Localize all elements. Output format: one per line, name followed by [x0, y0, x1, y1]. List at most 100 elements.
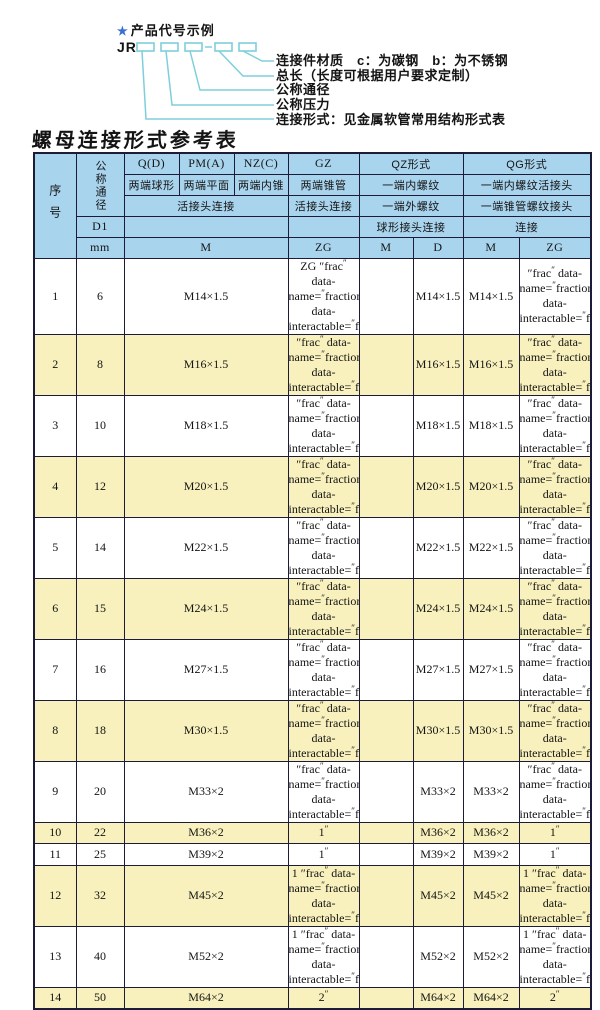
- cell-qg-m: M52×2: [462, 925, 520, 988]
- cell-qg-m: M27×1.5: [462, 638, 520, 701]
- inch-mark: ″: [551, 517, 555, 527]
- cell-qg-zg: ″frac″ data-name=″fraction″ data-interac…: [518, 516, 592, 579]
- inch-mark: ″: [552, 775, 557, 786]
- header-pm-sub: 两端平面: [178, 173, 235, 196]
- inch-mark: ″: [551, 456, 555, 466]
- inch-mark: ″: [582, 310, 586, 320]
- cell-m: M27×1.5: [123, 638, 289, 701]
- cell-mm: 25: [75, 843, 125, 866]
- inch-mark: ″: [552, 592, 557, 603]
- cell-qg-zg: ″frac″ data-name=″fraction″ data-interac…: [518, 760, 592, 823]
- cell-gz: ″frac″ data-name=″fraction″ data-interac…: [287, 333, 360, 396]
- cell-m: M39×2: [123, 843, 289, 866]
- cell-mm: 8: [75, 333, 125, 396]
- cell-seq: 3: [33, 394, 77, 457]
- inch-mark: ″: [321, 714, 326, 725]
- cell-qg-zg: ″frac″ data-name=″fraction″ data-interac…: [518, 394, 592, 457]
- header-qz-sub1: 一端内螺纹: [358, 173, 464, 196]
- inch-mark: ″: [319, 395, 324, 405]
- inch-mark: ″: [300, 926, 306, 941]
- lead-line-2: [165, 50, 274, 106]
- cell-qz-m: [358, 925, 414, 988]
- inch-mark: ″: [582, 622, 586, 633]
- inch-mark: ″: [527, 395, 533, 410]
- cell-qg-m: M22×1.5: [462, 516, 520, 579]
- cell-qz-m: [358, 577, 414, 640]
- inch-mark: ″: [582, 744, 586, 755]
- cell-seq: 8: [33, 699, 77, 762]
- inch-mark: ″: [582, 909, 586, 920]
- cell-qg-zg: 1 ″frac″ data-name=″fraction″ data-inter…: [518, 864, 592, 927]
- inch-mark: ″: [552, 653, 557, 664]
- header-mm: mm: [75, 236, 125, 259]
- inch-mark: ″: [321, 470, 326, 481]
- header-q: Q(D): [123, 152, 180, 175]
- inch-mark: ″: [351, 683, 355, 694]
- inch-mark: ″: [351, 622, 355, 633]
- table-row: 11 25 M39×2 1″ M39×2 M39×2 1″: [33, 843, 592, 866]
- diagram-label-conn-form: 连接形式：见金属软管常用结构形式表: [276, 111, 506, 127]
- inch-mark: ″: [296, 395, 302, 410]
- code-box-1: [136, 42, 155, 52]
- inch-mark: ″: [532, 865, 538, 880]
- header-m-main: M: [123, 236, 289, 259]
- cell-seq: 6: [33, 577, 77, 640]
- header-qg: QG形式: [462, 152, 592, 175]
- inch-mark: ″: [296, 517, 302, 532]
- cell-mm: 6: [75, 257, 125, 335]
- cell-mm: 12: [75, 455, 125, 518]
- diagram-label-diameter: 公称通径: [276, 82, 331, 98]
- cell-qz-d: M52×2: [412, 925, 464, 988]
- cell-gz: 1″: [287, 843, 360, 866]
- code-boxes-svg: [136, 42, 274, 120]
- header-nz-sub: 两端内锥: [233, 173, 289, 196]
- cell-qz-m: [358, 333, 414, 396]
- inch-mark: ″: [555, 845, 560, 856]
- inch-mark: ″: [582, 970, 586, 981]
- inch-mark: ″: [319, 456, 324, 466]
- cell-gz: 2″: [287, 986, 360, 1009]
- cell-qz-m: [358, 864, 414, 927]
- cell-mm: 20: [75, 760, 125, 823]
- cell-m: M14×1.5: [123, 257, 289, 335]
- inch-mark: ″: [319, 761, 324, 771]
- cell-qz-d: M30×1.5: [412, 699, 464, 762]
- cell-qz-m: [358, 257, 414, 335]
- header-zg-qg: ZG: [518, 236, 592, 259]
- cell-qz-d: M22×1.5: [412, 516, 464, 579]
- cell-qg-zg: ″frac″ data-name=″fraction″ data-interac…: [518, 699, 592, 762]
- cell-mm: 14: [75, 516, 125, 579]
- cell-seq: 7: [33, 638, 77, 701]
- header-q-sub: 两端球形: [123, 173, 180, 196]
- header-qz-sub2: 一端外螺纹: [358, 194, 464, 217]
- inch-mark: ″: [351, 439, 355, 450]
- diagram-heading-text: 产品代号示例: [130, 23, 215, 38]
- header-m-qz: M: [358, 236, 414, 259]
- code-box-4: [214, 42, 233, 52]
- header-qg-sub1: 一端内螺纹活接头: [462, 173, 592, 196]
- inch-mark: ″: [300, 865, 306, 880]
- code-prefix: JR: [117, 39, 137, 55]
- cell-seq: 10: [33, 821, 77, 844]
- inch-mark: ″: [551, 334, 555, 344]
- diagram-label-material: 连接件材质 c：为碳钢 b：为不锈钢: [276, 53, 509, 68]
- cell-qz-m: [358, 821, 414, 844]
- cell-qg-zg: 1 ″frac″ data-name=″fraction″ data-inter…: [518, 925, 592, 988]
- cell-gz: ″frac″ data-name=″fraction″ data-interac…: [287, 394, 360, 457]
- cell-qg-zg: ″frac″ data-name=″fraction″ data-interac…: [518, 333, 592, 396]
- header-pm: PM(A): [178, 152, 235, 175]
- inch-mark: ″: [555, 824, 560, 835]
- cell-qz-m: [358, 455, 414, 518]
- code-box-2: [160, 42, 179, 52]
- cell-qg-zg: ″frac″ data-name=″fraction″ data-interac…: [518, 257, 592, 335]
- inch-mark: ″: [551, 700, 555, 710]
- inch-mark: ″: [527, 456, 533, 471]
- inch-mark: ″: [552, 409, 557, 420]
- table-header: 序号 公称通径 Q(D) PM(A) NZ(C) GZ QZ形式 QG形式 两端…: [33, 152, 592, 259]
- diagram-label-pressure: 公称压力: [276, 97, 331, 113]
- header-gz-conn: 活接头连接: [287, 194, 360, 217]
